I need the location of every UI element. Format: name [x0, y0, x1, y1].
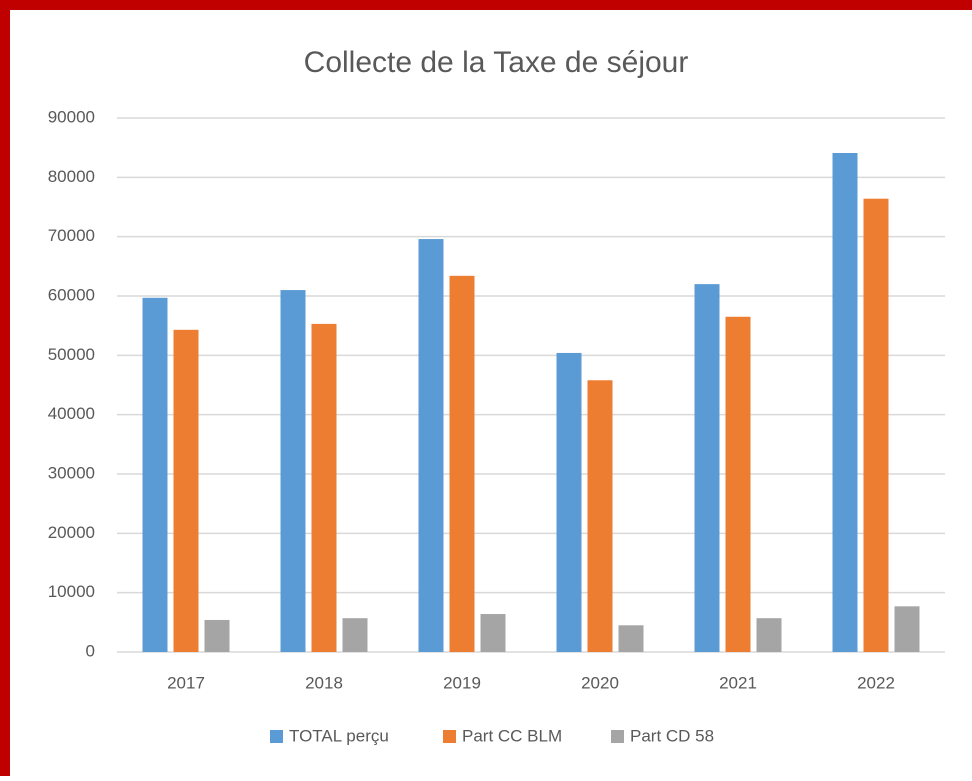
bar — [449, 275, 475, 652]
bar — [280, 290, 306, 652]
legend-swatch — [611, 730, 624, 743]
x-tick-label: 2017 — [167, 673, 205, 692]
bar — [863, 198, 889, 652]
x-tick-label: 2020 — [581, 673, 619, 692]
y-tick-label: 80000 — [48, 167, 95, 186]
x-tick-label: 2021 — [719, 673, 757, 692]
bar — [894, 606, 920, 652]
bar — [480, 614, 506, 652]
y-tick-label: 20000 — [48, 523, 95, 542]
bar — [556, 352, 582, 652]
bar — [173, 329, 199, 652]
y-tick-label: 30000 — [48, 463, 95, 482]
bar — [832, 153, 858, 653]
y-tick-label: 40000 — [48, 404, 95, 423]
legend-swatch — [443, 730, 456, 743]
bar — [142, 297, 168, 652]
bar — [694, 284, 720, 652]
x-tick-label: 2022 — [857, 673, 895, 692]
bar — [618, 625, 644, 652]
bar — [204, 619, 230, 652]
y-tick-label: 10000 — [48, 582, 95, 601]
legend-label: TOTAL perçu — [289, 726, 389, 745]
bar — [756, 618, 782, 652]
y-tick-label: 60000 — [48, 285, 95, 304]
x-tick-label: 2019 — [443, 673, 481, 692]
y-tick-label: 70000 — [48, 226, 95, 245]
legend-swatch — [270, 730, 283, 743]
bar — [342, 618, 368, 652]
chart-title: Collecte de la Taxe de séjour — [304, 46, 689, 79]
y-tick-label: 50000 — [48, 345, 95, 364]
bar — [418, 239, 444, 653]
x-tick-label: 2018 — [305, 673, 343, 692]
bar — [311, 323, 337, 652]
y-tick-label: 0 — [86, 641, 95, 660]
bar — [725, 316, 751, 652]
y-tick-label: 90000 — [48, 107, 95, 126]
bar — [587, 380, 613, 652]
legend-label: Part CD 58 — [630, 726, 714, 745]
legend-label: Part CC BLM — [462, 726, 562, 745]
